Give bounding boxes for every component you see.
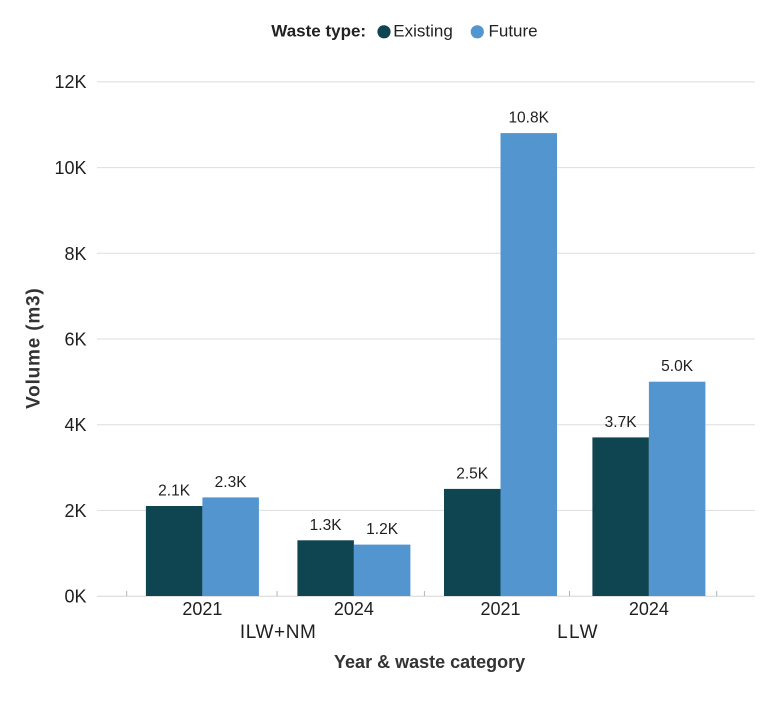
svg-text:2K: 2K [64, 501, 86, 521]
svg-text:0K: 0K [64, 587, 86, 607]
svg-text:12K: 12K [54, 72, 86, 92]
svg-text:2024: 2024 [334, 599, 374, 619]
svg-text:4K: 4K [64, 415, 86, 435]
svg-text:2.5K: 2.5K [456, 465, 489, 482]
svg-text:6K: 6K [64, 330, 86, 350]
svg-text:1.3K: 1.3K [310, 517, 343, 534]
svg-text:Volume (m3): Volume (m3) [24, 287, 45, 408]
svg-text:2.3K: 2.3K [215, 474, 248, 491]
svg-text:8K: 8K [64, 244, 86, 264]
svg-text:Existing: Existing [393, 22, 453, 41]
svg-text:Waste type:: Waste type: [271, 22, 366, 41]
svg-text:2021: 2021 [480, 599, 520, 619]
svg-text:Future: Future [489, 22, 538, 41]
svg-text:1.2K: 1.2K [366, 521, 399, 538]
svg-text:LLW: LLW [557, 622, 599, 643]
svg-text:5.0K: 5.0K [661, 358, 694, 375]
svg-text:2024: 2024 [629, 599, 669, 619]
svg-text:2.1K: 2.1K [158, 483, 191, 500]
svg-text:10.8K: 10.8K [508, 110, 549, 127]
svg-text:3.7K: 3.7K [605, 414, 638, 431]
svg-text:2021: 2021 [182, 599, 222, 619]
svg-text:10K: 10K [54, 158, 86, 178]
svg-text:ILW+NM: ILW+NM [240, 622, 317, 643]
svg-text:Year & waste category: Year & waste category [334, 652, 525, 672]
